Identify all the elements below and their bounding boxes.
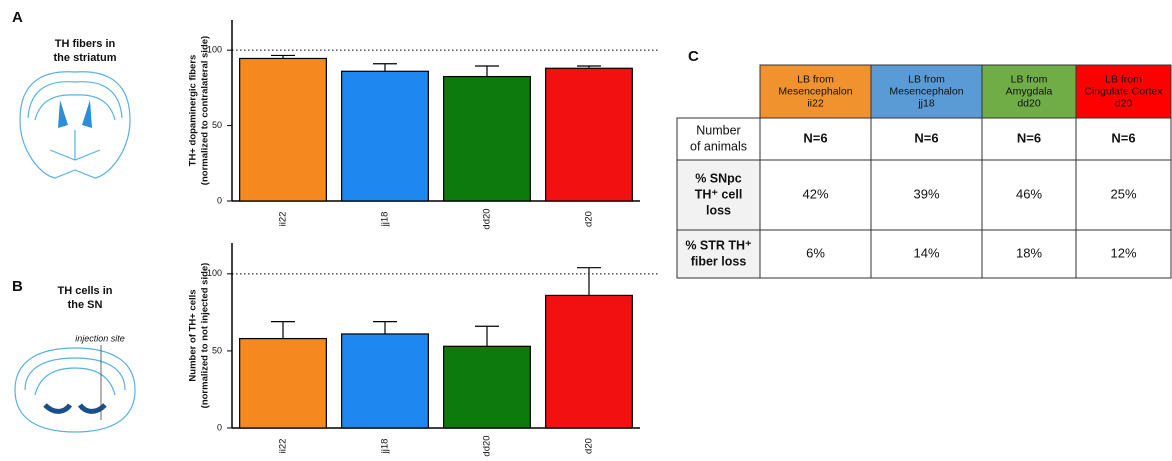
caption: TH cells in (57, 285, 112, 297)
error-bar (475, 65, 499, 77)
x-tick-label: dd20 (482, 435, 493, 456)
x-tick-label: ii22 (278, 212, 289, 227)
x-tick-label: dd20 (482, 208, 493, 229)
header-cell (870, 64, 983, 119)
bar (239, 57, 327, 202)
error-bar (271, 321, 295, 339)
header-cell (981, 64, 1077, 119)
row-label-cell (676, 229, 761, 279)
row-label: loss (706, 203, 731, 217)
error-bar (475, 325, 499, 347)
cell (981, 159, 1077, 231)
brain-sn (14, 345, 136, 433)
cell-text: 6% (806, 245, 825, 260)
cell-text: N=6 (914, 130, 938, 145)
bar (341, 70, 429, 202)
header-text: d20 (1115, 97, 1133, 109)
bar (341, 333, 429, 429)
y-tick-label: 100 (207, 45, 222, 55)
cell (759, 159, 872, 231)
cell (1075, 117, 1172, 161)
error-bar (373, 63, 397, 72)
x-tick-label: d20 (584, 211, 595, 227)
header-cell (759, 64, 872, 119)
y-axis-label: TH+ dopaminergic fibers (188, 55, 199, 167)
cell-text: N=6 (803, 130, 827, 145)
caption: the striatum (54, 52, 117, 64)
bar (545, 67, 633, 202)
panel-label: C (688, 48, 699, 65)
caption: the SN (68, 299, 103, 311)
panel-label: A (12, 9, 23, 26)
header-text: ii22 (807, 97, 824, 109)
row-label-cell (676, 159, 761, 231)
x-tick-label: d20 (584, 438, 595, 454)
error-bar (373, 321, 397, 334)
header-text: LB from (1011, 73, 1048, 85)
x-tick-label: ii22 (278, 439, 289, 454)
annotation: injection site (75, 333, 125, 343)
error-bar (577, 267, 601, 296)
cell-text: 14% (913, 245, 939, 260)
cell-text: 12% (1110, 245, 1136, 260)
row-label: % SNpc (695, 171, 742, 185)
bar (443, 345, 531, 429)
cell-text: 18% (1016, 245, 1042, 260)
error-bar (577, 65, 601, 69)
header-text: Mesencephalon (778, 85, 852, 97)
panel-label: B (12, 278, 23, 295)
y-tick-label: 0 (217, 422, 222, 432)
bar (443, 75, 531, 202)
cell-text: 39% (913, 186, 939, 201)
y-tick-label: 50 (212, 345, 222, 355)
header-text: Amygdala (1006, 85, 1053, 97)
cell (981, 117, 1077, 161)
cell-text: 46% (1016, 186, 1042, 201)
header-text: jj18 (917, 97, 935, 109)
y-axis-label: (normalized to contralateral side) (200, 36, 211, 185)
row-label: Number (696, 123, 740, 137)
bar (545, 294, 633, 429)
row-label: fiber loss (691, 254, 747, 268)
y-tick-label: 100 (207, 268, 222, 278)
caption: TH fibers in (55, 38, 116, 50)
x-tick-label: jj18 (380, 212, 391, 228)
cell-text: N=6 (1017, 130, 1041, 145)
row-label: of animals (690, 139, 747, 153)
header-text: Mesencephalon (889, 85, 963, 97)
header-text: LB from (1105, 73, 1142, 85)
cell-text: 25% (1110, 186, 1136, 201)
row-label: TH⁺ cell (695, 187, 743, 201)
x-tick-label: jj18 (380, 439, 391, 455)
cell (759, 229, 872, 279)
header-text: dd20 (1017, 97, 1041, 109)
y-tick-label: 50 (212, 120, 222, 130)
header-text: Cingulate Cortex (1084, 85, 1163, 97)
cell-text: 42% (802, 186, 828, 201)
y-axis-label: (normalized to not injected side) (200, 263, 211, 409)
bar (239, 337, 327, 429)
cell-text: N=6 (1111, 130, 1135, 145)
header-text: LB from (908, 73, 945, 85)
y-axis-label: Number of TH+ cells (188, 289, 199, 381)
row-label: % STR TH⁺ (685, 238, 752, 252)
cell (1075, 229, 1172, 279)
y-tick-label: 0 (217, 195, 222, 205)
error-bar (271, 54, 295, 59)
brain-striatum (19, 71, 131, 179)
cell (759, 117, 872, 161)
cell (870, 229, 983, 279)
header-text: LB from (797, 73, 834, 85)
